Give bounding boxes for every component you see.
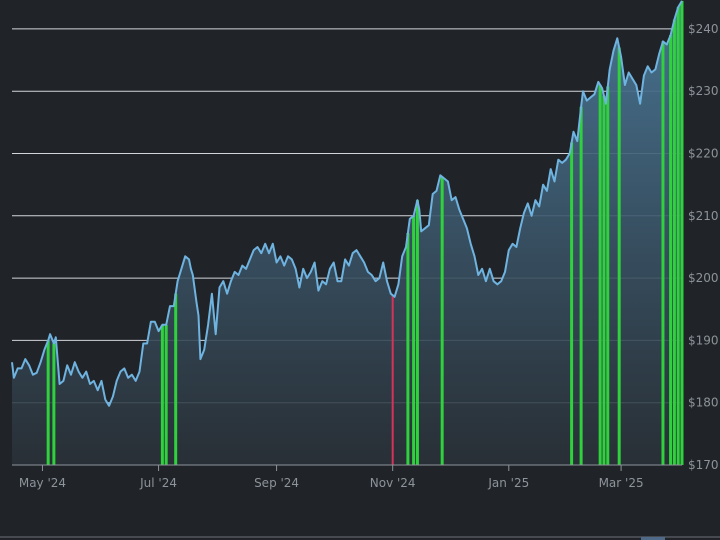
range-navigator[interactable] xyxy=(0,536,720,540)
y-tick-label: $180 xyxy=(688,396,719,410)
y-tick-label: $220 xyxy=(688,147,719,161)
y-tick-label: $170 xyxy=(688,458,719,472)
navigator-handle[interactable] xyxy=(641,537,665,540)
price-line xyxy=(11,0,683,407)
y-axis-labels: $170 $180 $190 $200 $210 $220 $230 $240 xyxy=(688,22,719,472)
x-tick-label: Mar '25 xyxy=(599,476,644,490)
price-area xyxy=(12,0,682,466)
x-axis-ticks: May '24 Jul '24 Sep '24 Nov '24 Jan '25 Mar '… xyxy=(19,465,644,490)
y-tick-label: $210 xyxy=(688,209,719,223)
x-tick-label: Nov '24 xyxy=(370,476,416,490)
volume-markers xyxy=(46,0,684,465)
y-tick-label: $240 xyxy=(688,22,719,36)
y-tick-label: $190 xyxy=(688,333,719,347)
x-tick-label: Jan '25 xyxy=(487,476,529,490)
x-tick-label: May '24 xyxy=(19,476,66,490)
x-tick-label: Sep '24 xyxy=(254,476,299,490)
y-tick-label: $230 xyxy=(688,84,719,98)
y-tick-label: $200 xyxy=(688,271,719,285)
x-tick-label: Jul '24 xyxy=(139,476,177,490)
